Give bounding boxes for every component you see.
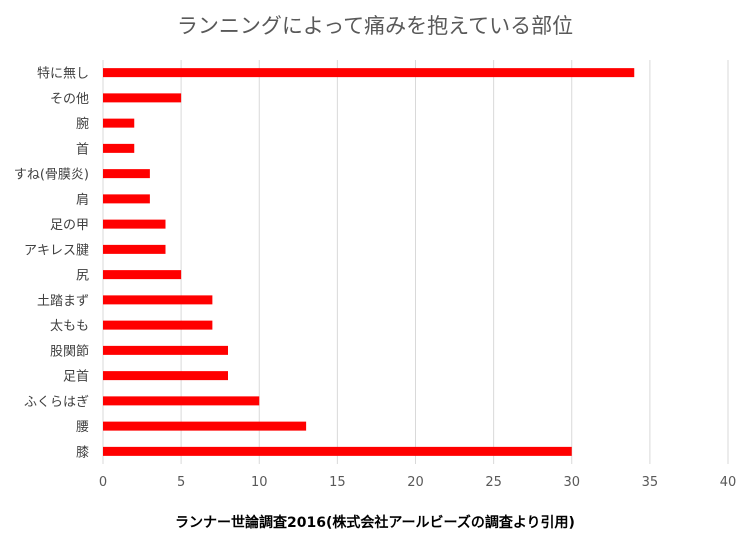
bar (103, 446, 572, 456)
x-tick-label: 20 (407, 475, 424, 490)
x-tick-label: 0 (99, 475, 107, 490)
bar (103, 143, 135, 153)
bar (103, 270, 182, 280)
category-label: 足首 (63, 370, 89, 385)
category-label: 首 (76, 142, 89, 157)
x-tick-label: 10 (251, 475, 268, 490)
category-label: ふくらはぎ (24, 395, 89, 410)
category-label: アキレス腱 (24, 243, 89, 258)
bar (103, 244, 166, 254)
bar (103, 421, 307, 431)
bar (103, 345, 228, 355)
x-tick-label: 40 (720, 475, 737, 490)
category-label: 膝 (76, 445, 89, 460)
bar (103, 295, 213, 305)
bar (103, 68, 635, 78)
x-tick-label: 5 (177, 475, 185, 490)
category-label: すね(骨膜炎) (14, 168, 89, 183)
bar (103, 320, 213, 330)
bar (103, 169, 150, 179)
category-label: 腕 (76, 116, 89, 132)
bars (103, 68, 635, 456)
bar (103, 219, 166, 229)
category-label: 土踏まず (37, 294, 89, 309)
category-label: その他 (50, 92, 89, 107)
category-label: 肩 (76, 192, 89, 208)
bar (103, 118, 135, 128)
category-label: 足の甲 (50, 218, 89, 233)
category-label: 特に無し (37, 67, 89, 82)
chart-title: ランニングによって痛みを抱えている部位 (176, 14, 574, 38)
bar (103, 371, 228, 381)
x-tick-labels: 0 5 10 15 20 25 30 35 40 (99, 475, 736, 490)
category-label: 尻 (76, 269, 89, 284)
category-label: 太もも (50, 319, 89, 334)
x-tick-label: 30 (563, 475, 580, 490)
category-label: 腰 (76, 420, 89, 435)
source-note: ランナー世論調査2016(株式会社アールビーズの調査より引用) (175, 515, 575, 531)
bar (103, 194, 150, 204)
x-tick-label: 25 (485, 475, 502, 490)
x-tick-label: 35 (642, 475, 659, 490)
x-tick-label: 15 (329, 475, 346, 490)
bar (103, 396, 260, 406)
category-label: 股関節 (50, 344, 89, 359)
bar (103, 93, 182, 103)
